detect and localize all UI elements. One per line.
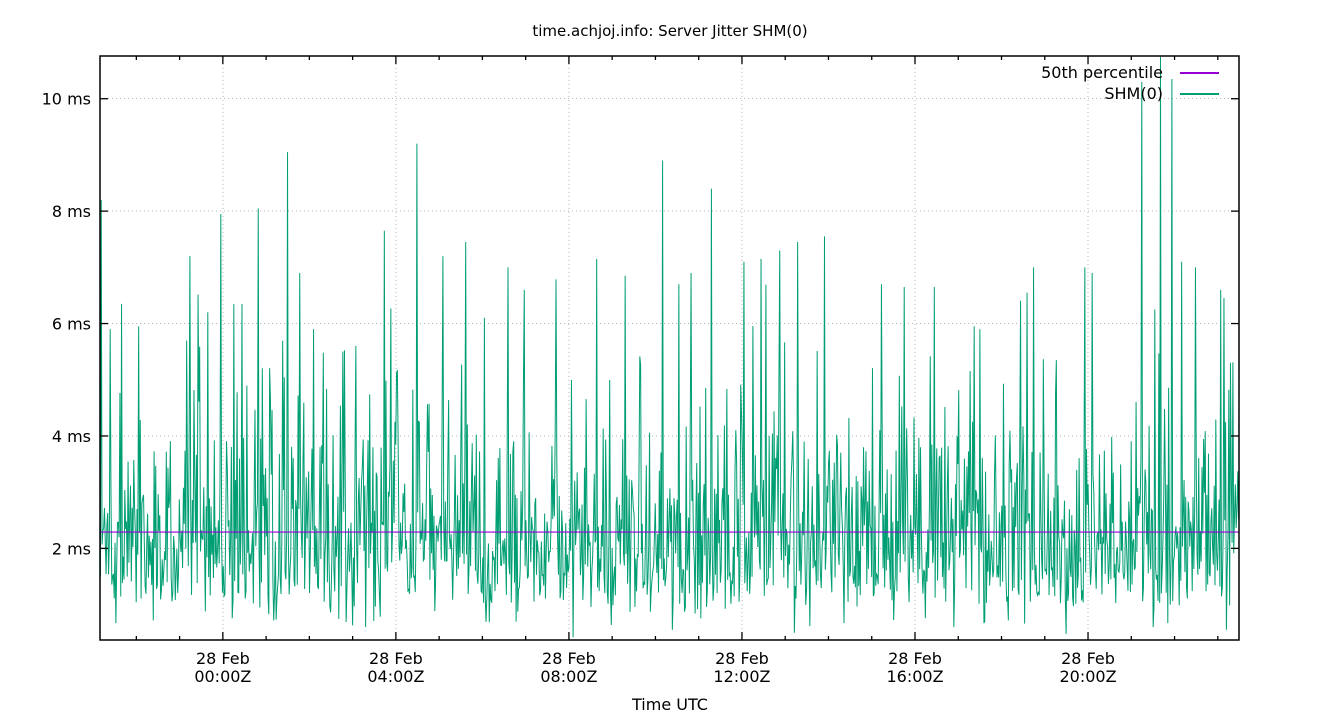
x-tick-label-time: 16:00Z xyxy=(886,667,943,686)
y-tick-label: 10 ms xyxy=(42,90,91,109)
x-tick-label-date: 28 Feb xyxy=(542,649,596,668)
y-tick-label: 6 ms xyxy=(52,315,91,334)
plot-border xyxy=(99,55,1240,641)
series-shm0-path xyxy=(100,56,1239,638)
x-tick-label-date: 28 Feb xyxy=(196,649,250,668)
x-axis-title: Time UTC xyxy=(632,695,708,714)
grid xyxy=(100,56,1239,640)
x-tick-label-date: 28 Feb xyxy=(369,649,423,668)
chart-title: time.achjoj.info: Server Jitter SHM(0) xyxy=(532,22,808,40)
x-tick-label-time: 20:00Z xyxy=(1059,667,1116,686)
x-tick-label-date: 28 Feb xyxy=(888,649,942,668)
y-tick-label: 8 ms xyxy=(52,202,91,221)
y-tick-label: 2 ms xyxy=(52,539,91,558)
x-tick-label-date: 28 Feb xyxy=(715,649,769,668)
x-tick-label-time: 04:00Z xyxy=(367,667,424,686)
axis-ticks xyxy=(100,56,1239,640)
legend-row-50th-percentile: 50th percentile xyxy=(1041,64,1219,81)
legend-row-shm0: SHM(0) xyxy=(1041,85,1219,102)
legend-label-shm0: SHM(0) xyxy=(1104,84,1163,103)
legend: 50th percentile SHM(0) xyxy=(1041,64,1219,102)
x-tick-label-time: 08:00Z xyxy=(540,667,597,686)
y-tick-label: 4 ms xyxy=(52,427,91,446)
legend-label-50th-percentile: 50th percentile xyxy=(1041,63,1163,82)
x-tick-label-time: 12:00Z xyxy=(713,667,770,686)
legend-line-sample-shm0 xyxy=(1180,92,1219,95)
x-tick-label-date: 28 Feb xyxy=(1061,649,1115,668)
legend-line-sample-50th-percentile xyxy=(1180,71,1219,74)
x-tick-label-time: 00:00Z xyxy=(194,667,251,686)
